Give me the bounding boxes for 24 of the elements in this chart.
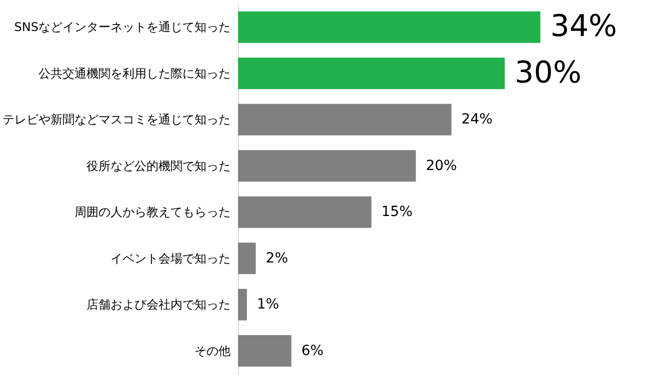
bar	[238, 242, 256, 274]
bar	[238, 11, 540, 43]
y-tick-label: SNSなどインターネットを通じて知った	[14, 20, 230, 34]
bar	[238, 288, 247, 320]
bar	[238, 58, 505, 90]
data-label: 24%	[461, 112, 493, 128]
y-tick-label: その他	[194, 344, 230, 358]
y-tick-label: テレビや新聞などマスコミを通じて知った	[2, 112, 230, 127]
data-label: 30%	[514, 55, 582, 90]
bar	[238, 150, 416, 182]
bar	[238, 104, 452, 136]
y-tick-label: 店舗および会社内で知った	[86, 298, 230, 312]
data-label: 20%	[426, 158, 457, 174]
data-label: 6%	[301, 342, 324, 359]
y-tick-label: イベント会場で知った	[110, 251, 230, 266]
data-label: 1%	[256, 296, 280, 313]
y-tick-label: 役所など公的機関で知った	[86, 158, 230, 173]
bar	[238, 335, 292, 367]
data-label: 34%	[550, 9, 618, 44]
data-label: 2%	[266, 250, 288, 266]
y-tick-label: 周囲の人から教えてもらった	[74, 205, 230, 220]
y-tick-label: 公共交通機関を利用した際に知った	[38, 66, 230, 80]
data-label: 15%	[381, 204, 413, 220]
bar	[238, 196, 372, 228]
